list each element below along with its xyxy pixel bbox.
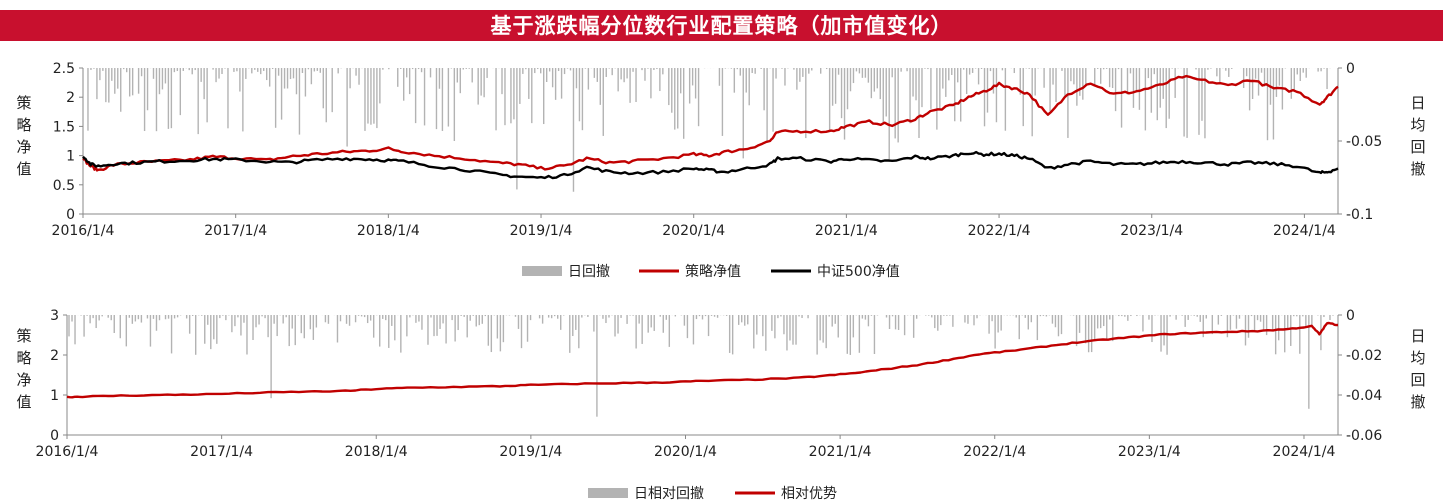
legend-label: 日相对回撤 [634,486,704,502]
y-axis-label-char: 日 [1410,94,1425,112]
y-tick-label-left: 0 [50,428,59,444]
y-tick-label-left: 3 [50,308,59,324]
y-axis-label-char: 回 [1410,371,1425,389]
strategy-line [66,321,1339,399]
y-tick-label-right: 0 [1346,308,1355,324]
y-tick-label-left: 0.5 [53,178,75,194]
x-tick-label: 2017/1/4 [190,444,253,460]
y-axis-label-char: 净 [16,138,31,156]
y-axis-label-char: 略 [16,116,31,134]
x-tick-label: 2018/1/4 [345,444,408,460]
y-axis-label-char: 均 [1410,116,1425,134]
y-tick-label-left: 1 [50,388,59,404]
x-tick-label: 2023/1/4 [1120,223,1183,239]
x-tick-label: 2020/1/4 [654,444,717,460]
y-axis-label-char: 回 [1410,138,1425,156]
y-tick-label-right: -0.1 [1346,207,1373,223]
legend-label: 相对优势 [781,486,837,502]
x-tick-label: 2016/1/4 [36,444,99,460]
y-tick-label-left: 0 [66,207,75,223]
x-tick-label: 2019/1/4 [499,444,562,460]
x-tick-label: 2022/1/4 [968,223,1031,239]
y-tick-label-right: 0 [1346,61,1355,77]
x-tick-label: 2021/1/4 [809,444,872,460]
y-axis-label-char: 值 [16,160,31,178]
y-axis-label-left: 策略净值 [16,327,31,411]
drawdown-bars [87,68,1334,192]
legend-swatch-drawdown [522,266,562,276]
y-tick-label-right: -0.02 [1346,348,1382,364]
y-axis-label-char: 撤 [1410,160,1425,178]
y-tick-label-right: -0.06 [1346,428,1382,444]
y-axis-label-char: 净 [16,371,31,389]
y-axis-label-char: 策 [16,94,31,112]
x-tick-label: 2021/1/4 [815,223,878,239]
x-tick-label: 2016/1/4 [52,223,115,239]
y-tick-label-left: 2 [66,90,75,106]
y-axis-label-left: 策略净值 [16,94,31,178]
page-title: 基于涨跌幅分位数行业配置策略（加市值变化） [0,10,1443,41]
legend-label: 日回撤 [568,264,610,280]
y-tick-label-left: 2.5 [53,61,75,77]
drawdown-bars [68,315,1334,417]
x-tick-label: 2024/1/4 [1273,223,1336,239]
y-axis-label-char: 策 [16,327,31,345]
legend: 日相对回撤 相对优势 [588,486,837,502]
x-tick-label: 2023/1/4 [1118,444,1181,460]
x-tick-label: 2017/1/4 [204,223,267,239]
y-axis-label-char: 撤 [1410,393,1425,411]
y-axis-label-char: 均 [1410,349,1425,367]
y-axis-label-char: 日 [1410,327,1425,345]
legend-swatch-drawdown [588,488,628,498]
x-tick-label: 2019/1/4 [510,223,573,239]
strategy-line [82,74,1339,172]
x-tick-label: 2020/1/4 [662,223,725,239]
y-axis-label-char: 值 [16,393,31,411]
legend: 日回撤 策略净值 中证500净值 [522,263,900,280]
y-tick-label-right: -0.05 [1346,134,1382,150]
y-axis-label-char: 略 [16,349,31,367]
index-line [82,150,1339,180]
y-tick-label-left: 2 [50,348,59,364]
legend-label: 策略净值 [685,263,741,280]
x-tick-label: 2024/1/4 [1273,444,1336,460]
x-tick-label: 2022/1/4 [963,444,1026,460]
y-tick-label-left: 1.5 [53,119,75,135]
y-tick-label-left: 1 [66,149,75,165]
x-tick-label: 2018/1/4 [357,223,420,239]
y-tick-label-right: -0.04 [1346,388,1382,404]
legend-label: 中证500净值 [817,264,900,280]
